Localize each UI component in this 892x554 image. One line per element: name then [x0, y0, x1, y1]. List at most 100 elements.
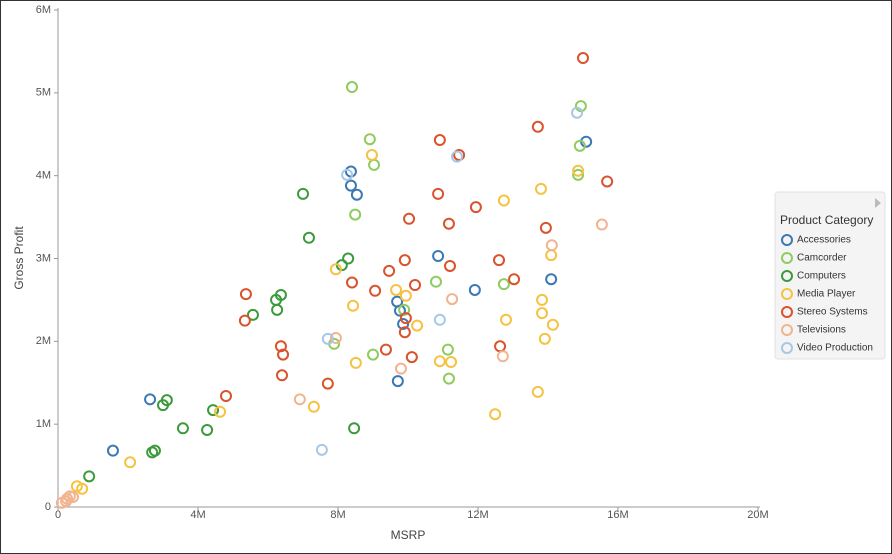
point [546, 318, 559, 331]
legend-marker [781, 342, 793, 354]
point [445, 356, 458, 369]
legend-scroll-icon[interactable] [875, 198, 881, 208]
point [545, 273, 558, 286]
point [497, 278, 510, 291]
point [60, 495, 73, 508]
y-tick-label: 5M [36, 87, 51, 99]
point [144, 393, 157, 406]
point [277, 348, 290, 361]
point [350, 188, 363, 201]
point [391, 375, 404, 388]
x-tick-label: 8M [330, 509, 345, 521]
legend-label: Camcorder [797, 253, 847, 264]
point [572, 164, 585, 177]
point [365, 148, 378, 161]
legend-label: Stereo Systems [797, 307, 868, 318]
x-tick-label: 16M [607, 509, 628, 521]
point [201, 423, 214, 436]
point [346, 276, 358, 289]
point [444, 259, 456, 272]
point [379, 343, 392, 356]
point [347, 299, 360, 312]
point [399, 289, 412, 302]
y-tick-label: 6M [36, 4, 51, 16]
point [220, 390, 232, 403]
point [399, 312, 412, 325]
point [363, 133, 376, 146]
point [302, 231, 315, 244]
point [573, 139, 586, 152]
point [446, 293, 459, 306]
point [536, 293, 549, 306]
point [367, 348, 379, 361]
y-tick-label: 1M [36, 418, 51, 430]
point [409, 279, 421, 292]
point [329, 332, 342, 345]
point [411, 319, 424, 332]
x-tick-label: 20M [747, 509, 768, 521]
point [539, 221, 552, 234]
point [348, 422, 361, 435]
point [493, 254, 505, 267]
point [207, 404, 220, 417]
legend-label: Video Production [797, 343, 873, 354]
point [538, 332, 551, 345]
point [442, 372, 455, 385]
legend-box [774, 191, 886, 360]
legend-marker [781, 306, 793, 318]
point [398, 326, 411, 339]
point [271, 303, 284, 316]
point [390, 283, 403, 296]
legend-marker [781, 252, 793, 264]
y-tick-label: 3M [36, 252, 51, 264]
point [383, 264, 396, 277]
point [76, 482, 89, 495]
legend-label: Computers [797, 271, 846, 282]
point [124, 456, 137, 469]
point [451, 150, 463, 163]
point [432, 187, 445, 200]
point [276, 369, 288, 382]
point [571, 106, 584, 119]
point [157, 399, 169, 412]
point [508, 273, 521, 286]
point [536, 307, 549, 320]
y-tick-label: 2M [36, 335, 51, 347]
point [469, 201, 482, 214]
point [535, 182, 547, 195]
x-tick-label: 0 [55, 509, 61, 521]
y-axis-title: Gross Profit [12, 226, 26, 290]
legend-label: Accessories [797, 235, 851, 246]
point [341, 168, 354, 181]
point [349, 356, 362, 369]
point [293, 393, 306, 406]
point [500, 313, 512, 326]
point [297, 187, 309, 200]
point [531, 385, 544, 398]
point [315, 443, 328, 456]
point [601, 175, 614, 188]
point [489, 408, 502, 421]
point [433, 313, 446, 326]
point [83, 470, 96, 483]
point [214, 405, 227, 418]
point [531, 120, 544, 133]
point [369, 284, 382, 297]
point [346, 81, 358, 94]
point [329, 263, 342, 276]
point [246, 308, 259, 321]
point [321, 377, 334, 390]
legend-label: Media Player [797, 289, 856, 300]
point [432, 250, 445, 263]
point [176, 422, 189, 435]
point [349, 208, 362, 221]
point [397, 317, 410, 330]
point [545, 239, 558, 252]
point [441, 343, 454, 356]
y-tick-label: 4M [36, 170, 51, 182]
legend-label: Televisions [797, 325, 846, 336]
legend-marker [781, 234, 793, 246]
point [344, 179, 357, 192]
